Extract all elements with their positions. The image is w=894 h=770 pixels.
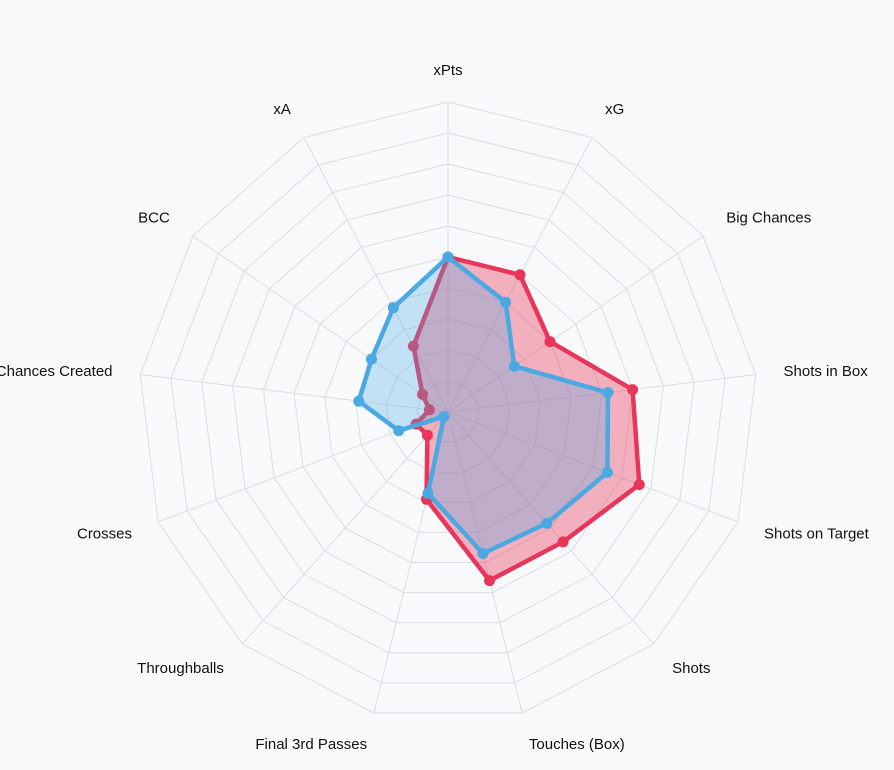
grid-ring: [293, 256, 603, 563]
axis-spoke: [192, 235, 449, 413]
data-point[interactable]: [627, 384, 639, 396]
data-point[interactable]: [477, 548, 489, 559]
axis-label: BCC: [138, 210, 170, 227]
series-area: [356, 254, 611, 556]
axis-label: Big Chances: [726, 210, 811, 227]
axis-spoke: [447, 374, 756, 413]
data-point[interactable]: [633, 479, 645, 491]
axis-spoke: [447, 411, 654, 645]
axis-label: Shots in Box: [784, 363, 869, 380]
axis-label: Crosses: [77, 525, 132, 542]
data-point[interactable]: [514, 269, 526, 281]
data-point[interactable]: [417, 388, 428, 400]
grid-ring: [324, 287, 572, 533]
data-point[interactable]: [407, 340, 419, 352]
axis-label: Throughballs: [137, 660, 224, 677]
axis-label: xG: [605, 101, 624, 118]
axis-label: Shots on Target: [764, 525, 870, 542]
grid-ring: [170, 132, 726, 684]
axis-spoke: [447, 235, 704, 413]
data-point[interactable]: [541, 517, 553, 529]
series-2: [353, 251, 614, 559]
axis-label: xPts: [433, 62, 462, 79]
data-point[interactable]: [544, 336, 556, 348]
data-point[interactable]: [557, 536, 569, 548]
series-layer: [353, 251, 645, 587]
data-point[interactable]: [438, 411, 450, 423]
data-point[interactable]: [393, 425, 405, 437]
axis-spoke: [242, 411, 449, 645]
radar-grid: [139, 101, 757, 714]
data-point[interactable]: [422, 487, 434, 499]
axis-spoke: [447, 411, 523, 714]
data-point[interactable]: [508, 360, 520, 372]
grid-ring: [232, 194, 664, 624]
axis-label: xA: [273, 101, 291, 118]
data-point[interactable]: [424, 404, 435, 416]
axis-labels: xPts xG Big Chances Shots in Box Shots on Ta…: [0, 62, 870, 753]
data-point[interactable]: [500, 296, 512, 308]
grid-ring: [139, 101, 757, 714]
axis-label: Final 3rd Passes: [255, 736, 367, 753]
data-point[interactable]: [601, 467, 613, 478]
axis-label: Shots: [672, 660, 710, 677]
data-point[interactable]: [421, 429, 433, 441]
data-point[interactable]: [366, 353, 377, 365]
grid-ring: [201, 163, 695, 654]
axis-label: Touches (Box): [529, 736, 625, 753]
grid-ring: [385, 349, 511, 473]
data-point[interactable]: [442, 251, 454, 263]
data-point[interactable]: [602, 387, 614, 399]
axis-spoke: [140, 374, 449, 413]
data-point[interactable]: [387, 302, 399, 314]
axis-spoke: [447, 411, 739, 523]
axis-spoke: [303, 137, 449, 413]
data-point[interactable]: [353, 395, 365, 407]
grid-ring: [262, 225, 634, 594]
axis-label: Chances Created: [0, 363, 113, 380]
data-point[interactable]: [484, 575, 495, 587]
